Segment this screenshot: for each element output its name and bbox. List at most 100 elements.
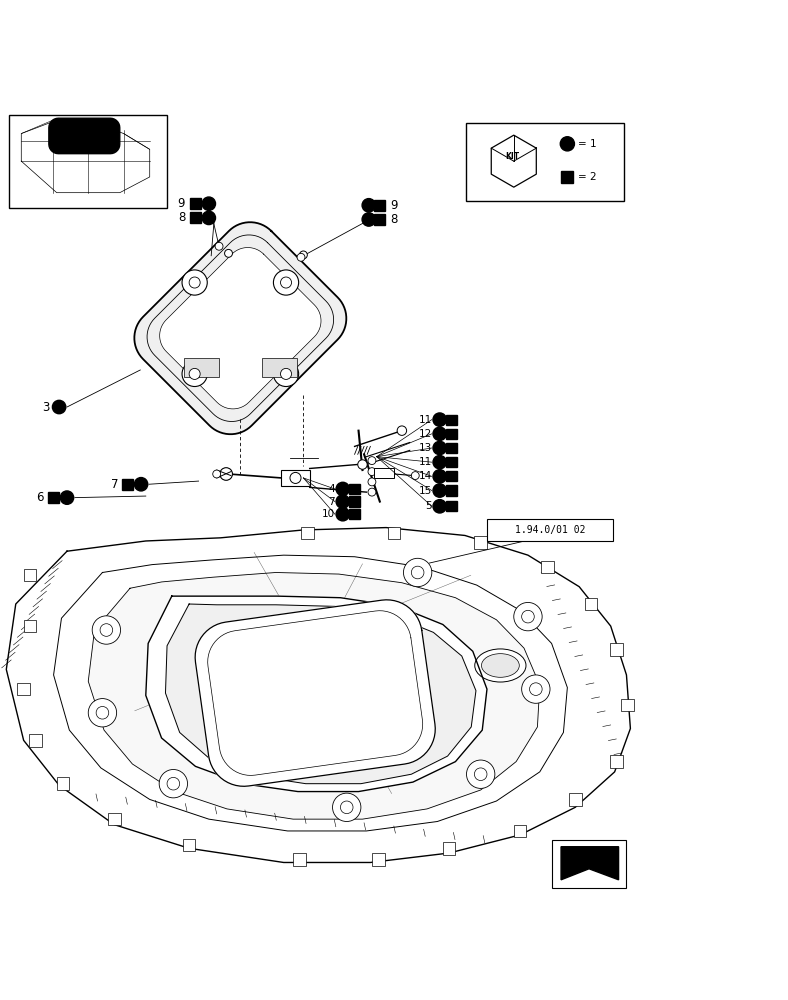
Bar [349,509,359,519]
Circle shape [273,270,299,295]
Polygon shape [49,118,120,154]
Circle shape [368,488,376,496]
Polygon shape [195,600,435,786]
Circle shape [96,706,109,719]
Bar [24,620,36,632]
Bar [122,479,133,490]
Bar [190,212,201,223]
Text: 15: 15 [418,486,432,496]
Bar [9,115,167,208]
Circle shape [433,427,446,441]
Circle shape [362,199,375,212]
Polygon shape [135,222,346,434]
Bar [374,200,385,211]
Circle shape [397,426,407,435]
Bar [349,496,359,507]
Circle shape [433,484,446,497]
Circle shape [336,507,349,521]
Circle shape [368,478,376,486]
Circle shape [466,760,495,788]
Bar [610,643,623,656]
Circle shape [433,455,446,469]
Circle shape [358,460,367,469]
Text: 6: 6 [35,491,43,504]
Circle shape [215,242,223,250]
Bar [552,840,626,888]
Polygon shape [561,847,619,880]
Circle shape [433,470,446,483]
Circle shape [433,413,446,426]
Bar [374,214,385,225]
Circle shape [88,699,117,727]
Text: 8: 8 [390,213,397,226]
Bar [48,492,59,503]
Circle shape [299,251,307,259]
Circle shape [159,769,188,798]
Text: 12: 12 [418,429,432,439]
Bar [443,842,455,855]
Circle shape [100,624,113,636]
Circle shape [225,249,232,257]
Circle shape [474,768,487,781]
Bar [466,123,624,201]
Circle shape [182,270,207,295]
Circle shape [411,566,424,579]
Bar [487,519,613,541]
Circle shape [52,400,65,414]
Bar [372,853,385,866]
Bar [585,598,597,610]
Text: 13: 13 [418,443,432,453]
Polygon shape [165,604,476,784]
Circle shape [189,277,200,288]
Circle shape [202,211,216,225]
Bar [108,813,121,825]
Circle shape [340,801,353,814]
Circle shape [362,213,375,226]
Text: 9: 9 [177,197,185,210]
Circle shape [530,683,542,695]
Text: 14: 14 [418,471,432,481]
Bar [293,853,306,866]
Circle shape [336,482,349,496]
Circle shape [281,368,292,379]
Bar [541,561,554,573]
Text: 7: 7 [329,497,335,507]
Text: = 1: = 1 [578,139,597,149]
Text: 5: 5 [426,501,432,511]
Bar [301,527,314,539]
Bar [57,777,69,790]
Text: 10: 10 [322,509,335,519]
Circle shape [368,457,376,465]
Circle shape [333,793,361,822]
Bar [447,443,457,453]
Circle shape [167,777,180,790]
Polygon shape [160,248,321,409]
Bar [17,683,30,695]
Bar [447,429,457,439]
Bar [388,527,400,539]
Circle shape [433,441,446,455]
Text: 7: 7 [110,478,118,491]
Bar [29,734,42,747]
Text: 9: 9 [390,199,398,212]
Bar [184,358,219,377]
Circle shape [560,137,574,151]
Text: KIT: KIT [505,152,519,161]
Polygon shape [54,555,567,831]
Circle shape [368,468,376,476]
Bar [262,358,296,377]
Polygon shape [88,572,540,819]
Bar [447,471,457,481]
Circle shape [213,470,221,478]
Circle shape [182,361,207,387]
Circle shape [411,472,419,480]
Ellipse shape [481,654,519,677]
Text: 11: 11 [418,457,432,467]
Circle shape [433,500,446,513]
Circle shape [336,495,349,508]
Circle shape [522,610,534,623]
Bar [447,501,457,511]
Bar [447,457,457,467]
Ellipse shape [474,649,526,682]
Circle shape [61,491,74,504]
